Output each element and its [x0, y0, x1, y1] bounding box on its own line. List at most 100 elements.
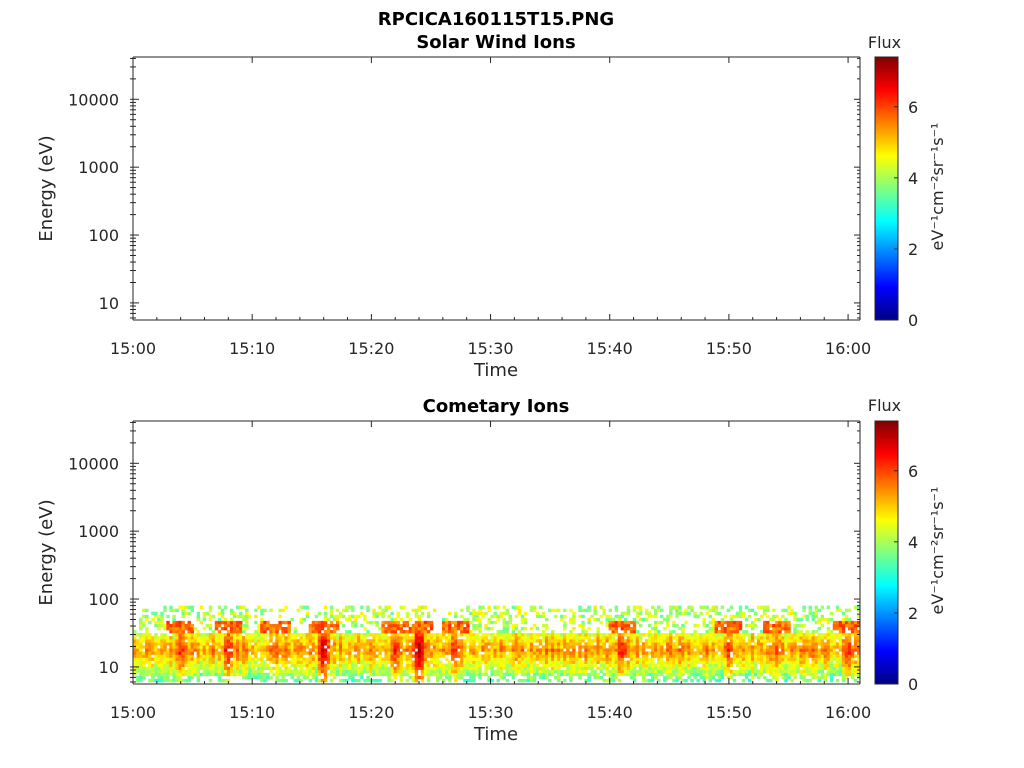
heatmap-cell	[535, 611, 540, 616]
heatmap-cell	[299, 651, 304, 655]
heatmap-cell	[426, 630, 431, 634]
heatmap-cell	[757, 660, 761, 664]
heatmap-cell	[254, 645, 258, 649]
heatmap-cell	[775, 648, 779, 652]
heatmap-cell	[220, 660, 225, 664]
heatmap-cell	[750, 663, 755, 667]
heatmap-cell	[596, 633, 600, 637]
heatmap-cell	[281, 672, 285, 677]
heatmap-cell	[687, 660, 691, 664]
heatmap-cell	[451, 639, 455, 643]
heatmap-cell	[354, 672, 358, 677]
heatmap-cell	[257, 672, 261, 677]
heatmap-cell	[445, 651, 449, 655]
heatmap-cell	[778, 617, 782, 622]
heatmap-cell	[187, 672, 191, 677]
heatmap-cell	[672, 630, 676, 634]
heatmap-cell	[502, 626, 506, 631]
heatmap-cell	[466, 669, 470, 674]
heatmap-cell	[154, 651, 158, 655]
heatmap-cell	[763, 633, 767, 637]
heatmap-cell	[357, 657, 361, 661]
heatmap-cell	[708, 608, 712, 613]
heatmap-cell	[557, 608, 561, 613]
heatmap-cell	[405, 648, 410, 652]
heatmap-cell	[133, 657, 137, 661]
heatmap-cell	[523, 626, 528, 631]
heatmap-cell	[599, 639, 603, 643]
heatmap-cell	[466, 617, 470, 622]
heatmap-cell	[838, 620, 843, 625]
heatmap-cell	[620, 614, 625, 619]
heatmap-cell	[163, 666, 167, 671]
heatmap-cell	[529, 678, 534, 683]
heatmap-cell	[363, 654, 367, 658]
heatmap-cell	[647, 666, 652, 671]
heatmap-cell	[154, 654, 158, 658]
heatmap-cell	[529, 626, 534, 631]
x-tick-label: 15:30	[467, 703, 513, 722]
heatmap-cell	[202, 639, 207, 643]
heatmap-cell	[454, 611, 458, 616]
heatmap-cell	[387, 660, 391, 664]
heatmap-cell	[563, 678, 567, 683]
heatmap-cell	[599, 614, 603, 619]
heatmap-cell	[650, 648, 655, 652]
heatmap-cell	[599, 654, 603, 658]
heatmap-cell	[472, 675, 476, 680]
heatmap-cell	[581, 669, 585, 674]
heatmap-cell	[166, 639, 170, 643]
heatmap-cell	[254, 648, 258, 652]
heatmap-cell	[517, 639, 522, 643]
heatmap-cell	[332, 648, 337, 652]
heatmap-cell	[538, 605, 543, 609]
heatmap-cell	[750, 669, 755, 674]
heatmap-cell	[302, 645, 307, 649]
heatmap-cell	[829, 669, 834, 674]
heatmap-cell	[287, 636, 291, 640]
heatmap-cell	[254, 675, 258, 680]
heatmap-cell	[732, 669, 737, 674]
heatmap-cell	[602, 639, 606, 643]
heatmap-cell	[614, 639, 619, 643]
heatmap-cell	[223, 657, 228, 661]
heatmap-cell	[335, 636, 340, 640]
heatmap-cell	[629, 672, 634, 677]
heatmap-cell	[172, 617, 176, 622]
heatmap-cell	[202, 669, 207, 674]
heatmap-cell	[420, 636, 425, 640]
heatmap-cell	[654, 623, 658, 628]
heatmap-cell	[684, 633, 688, 637]
heatmap-cell	[541, 660, 546, 664]
heatmap-cell	[787, 657, 791, 661]
heatmap-cell	[166, 648, 170, 652]
heatmap-cell	[802, 657, 806, 661]
heatmap-cell	[214, 636, 219, 640]
heatmap-cell	[647, 639, 652, 643]
heatmap-cell	[366, 657, 370, 661]
heatmap-cell	[617, 639, 622, 643]
heatmap-cell	[641, 654, 646, 658]
heatmap-cell	[650, 669, 655, 674]
heatmap-cell	[293, 633, 297, 637]
heatmap-cell	[790, 678, 794, 683]
heatmap-cell	[481, 605, 485, 609]
heatmap-cell	[202, 654, 207, 658]
heatmap-cell	[805, 672, 809, 677]
heatmap-cell	[323, 657, 328, 661]
heatmap-cell	[163, 669, 167, 674]
heatmap-cell	[317, 636, 322, 640]
heatmap-cell	[338, 639, 343, 643]
heatmap-cell	[484, 626, 488, 631]
heatmap-cell	[196, 672, 201, 677]
heatmap-cell	[723, 642, 728, 646]
heatmap-cell	[714, 645, 719, 649]
heatmap-cell	[844, 660, 849, 664]
heatmap-cell	[417, 608, 422, 613]
heatmap-cell	[133, 660, 137, 664]
heatmap-cell	[378, 611, 382, 616]
heatmap-cell	[835, 678, 840, 683]
heatmap-cell	[578, 654, 582, 658]
heatmap-cell	[172, 636, 176, 640]
